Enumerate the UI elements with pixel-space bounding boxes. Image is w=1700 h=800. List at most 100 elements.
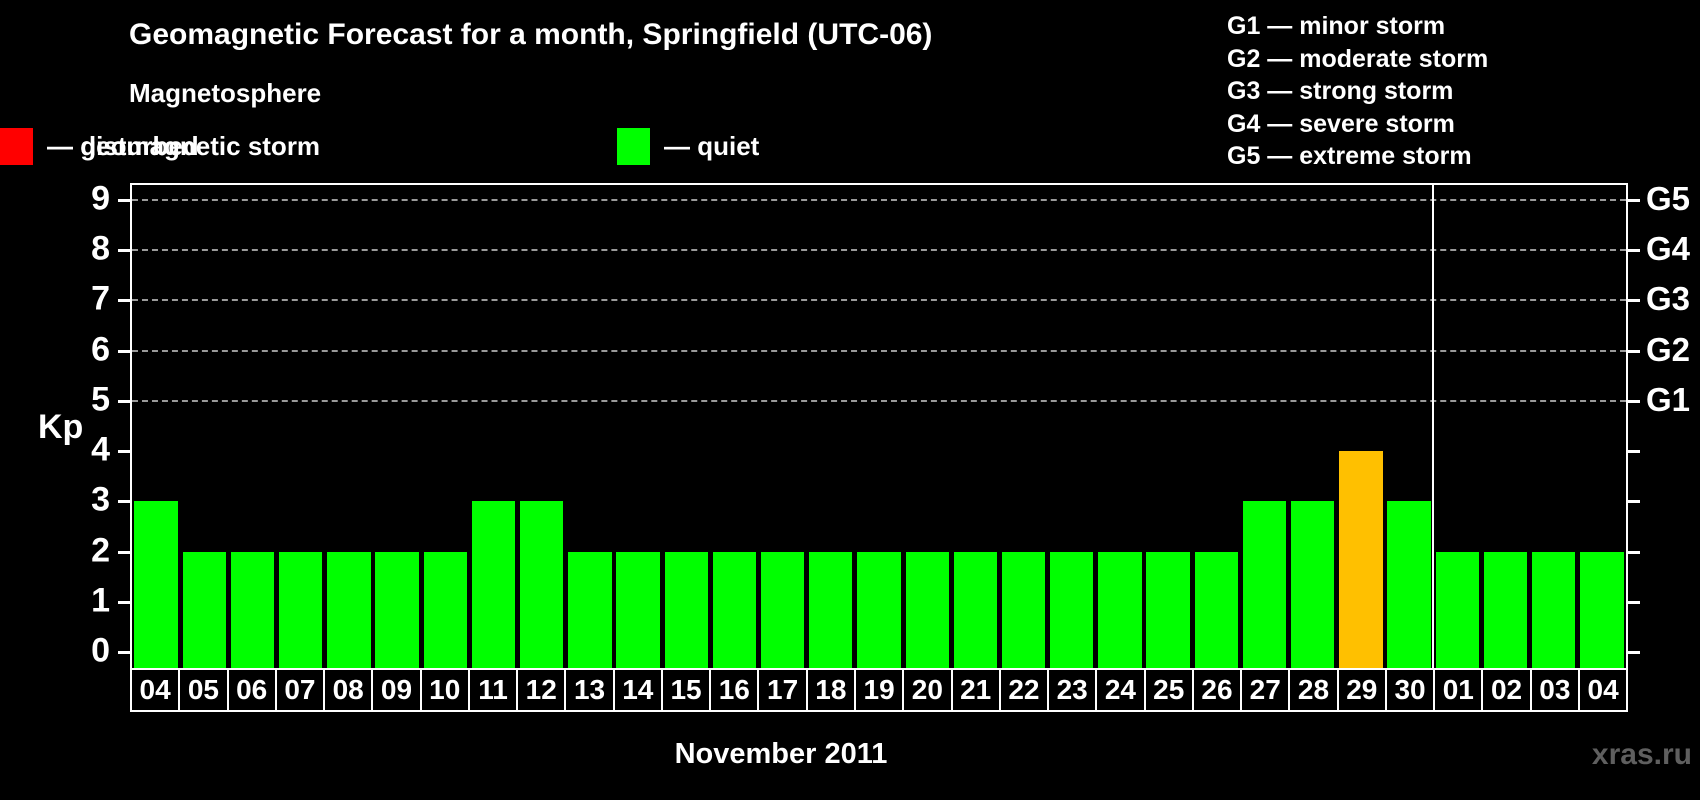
- day-label-nov-27: 27: [1240, 670, 1289, 710]
- right-tick-2: [1628, 550, 1640, 554]
- bar-day-07: [278, 551, 323, 668]
- gridline-kp-7: [132, 299, 1626, 302]
- day-label-nov-19: 19: [853, 670, 903, 710]
- legend-label-disturbed: — disturbed: [47, 131, 199, 161]
- right-axis-label-g5: G5: [1646, 180, 1691, 218]
- day-label-nov-28: 28: [1288, 670, 1337, 710]
- day-label-nov-08: 08: [323, 670, 372, 710]
- bar-day-18: [809, 551, 853, 668]
- y-tick-label-8: 8: [91, 229, 110, 268]
- day-label-nov-15: 15: [660, 670, 710, 710]
- right-tick-0: [1628, 650, 1640, 654]
- day-label-nov-05: 05: [178, 670, 227, 710]
- day-label-dec-03: 03: [1529, 670, 1578, 710]
- legend-item-quiet: — quiet: [617, 128, 759, 165]
- bar-day-06: [230, 551, 275, 668]
- bar-day-14: [616, 551, 660, 668]
- right-axis-label-g3: G3: [1646, 280, 1691, 318]
- day-label-nov-20: 20: [902, 670, 951, 710]
- x-axis-month-label: November 2011: [674, 738, 888, 770]
- bar-day-11: [471, 501, 516, 668]
- day-label-nov-26: 26: [1191, 670, 1241, 710]
- legend-label-quiet: — quiet: [664, 131, 760, 161]
- right-tick-7: [1628, 299, 1640, 303]
- left-tick-9: [118, 199, 130, 203]
- day-label-nov-30: 30: [1384, 670, 1434, 710]
- bar-day-02: [1483, 551, 1528, 668]
- right-tick-6: [1628, 349, 1640, 353]
- gridline-kp-8: [132, 249, 1626, 252]
- day-label-nov-25: 25: [1143, 670, 1192, 710]
- watermark: xras.ru: [1591, 738, 1692, 771]
- day-label-dec-04: 04: [1577, 670, 1627, 710]
- y-tick-label-3: 3: [91, 481, 110, 520]
- day-label-nov-11: 11: [467, 670, 517, 710]
- day-label-nov-17: 17: [757, 670, 806, 710]
- right-axis-label-g4: G4: [1646, 230, 1691, 268]
- right-tick-9: [1628, 199, 1640, 203]
- y-tick-label-5: 5: [91, 380, 110, 419]
- day-label-nov-21: 21: [950, 670, 999, 710]
- right-tick-1: [1628, 600, 1640, 604]
- day-label-nov-04: 04: [132, 670, 179, 710]
- quiet-color-swatch: [617, 128, 650, 165]
- day-label-nov-06: 06: [226, 670, 275, 710]
- bar-day-25: [1146, 551, 1190, 668]
- gridline-kp-9: [132, 199, 1626, 202]
- gridline-kp-5: [132, 399, 1626, 402]
- bar-day-20: [905, 551, 949, 668]
- bar-day-12: [519, 501, 564, 668]
- bar-day-23: [1050, 551, 1094, 668]
- day-label-nov-12: 12: [516, 670, 565, 710]
- left-tick-2: [118, 550, 130, 554]
- bar-day-15: [664, 551, 708, 668]
- right-axis-label-g1: G1: [1646, 381, 1691, 419]
- day-label-dec-02: 02: [1481, 670, 1530, 710]
- day-label-nov-29: 29: [1336, 670, 1385, 710]
- bar-day-04: [1580, 551, 1624, 668]
- left-tick-4: [118, 450, 130, 454]
- bar-day-01: [1435, 551, 1479, 668]
- chart-title: Geomagnetic Forecast for a month, Spring…: [129, 18, 933, 51]
- y-tick-label-1: 1: [91, 581, 110, 620]
- storm-scale-g3: G3 — strong storm: [1227, 77, 1454, 105]
- storm-scale-g5: G5 — extreme storm: [1227, 142, 1472, 170]
- left-tick-1: [118, 600, 130, 604]
- day-label-nov-13: 13: [564, 670, 613, 710]
- left-tick-6: [118, 349, 130, 353]
- bar-day-19: [857, 551, 901, 668]
- day-label-nov-23: 23: [1047, 670, 1096, 710]
- bar-day-21: [953, 551, 998, 668]
- day-label-nov-16: 16: [709, 670, 758, 710]
- y-tick-label-0: 0: [91, 631, 110, 670]
- y-tick-label-7: 7: [91, 280, 110, 319]
- day-label-nov-18: 18: [805, 670, 854, 710]
- legend-label-storm: — geomagnetic storm: [47, 131, 321, 161]
- left-tick-3: [118, 500, 130, 504]
- day-label-dec-01: 01: [1433, 670, 1482, 710]
- bar-day-08: [327, 551, 371, 668]
- day-label-nov-22: 22: [998, 670, 1048, 710]
- left-tick-5: [118, 399, 130, 403]
- right-tick-8: [1628, 249, 1640, 253]
- x-axis-day-labels: 04 05 06 07 08 09 10 11 12 13 14 15 16 17 18 19 20 21 22 23…: [130, 668, 1628, 712]
- left-tick-0: [118, 650, 130, 654]
- bar-day-16: [712, 551, 757, 668]
- bar-day-22: [1001, 551, 1046, 668]
- bar-day-30: [1387, 501, 1431, 668]
- storm-color-swatch: [0, 128, 33, 165]
- y-tick-label-2: 2: [91, 531, 110, 570]
- bar-day-27: [1242, 501, 1287, 668]
- day-label-nov-07: 07: [274, 670, 324, 710]
- month-separator: [1432, 185, 1435, 668]
- bar-day-29: [1339, 451, 1383, 668]
- bar-day-03: [1532, 551, 1576, 668]
- right-tick-5: [1628, 399, 1640, 403]
- right-tick-4: [1628, 450, 1640, 454]
- bar-day-17: [760, 551, 805, 668]
- day-label-nov-10: 10: [419, 670, 468, 710]
- bar-day-09: [375, 551, 419, 668]
- gridline-kp-6: [132, 349, 1626, 352]
- left-tick-8: [118, 249, 130, 253]
